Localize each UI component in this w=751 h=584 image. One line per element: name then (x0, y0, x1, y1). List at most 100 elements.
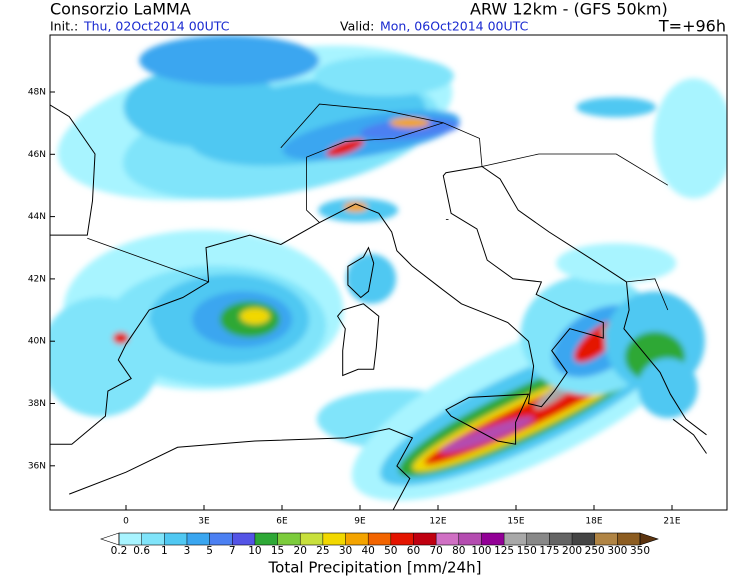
colorbar-bin (617, 533, 641, 545)
colorbar-label: 200 (562, 545, 582, 557)
lead-time: T=+96h (658, 17, 726, 36)
colorbar-bin (119, 533, 142, 545)
border (87, 237, 209, 283)
colorbar-label: 125 (494, 545, 514, 557)
colorbar-bin (549, 533, 573, 545)
colorbar-bin (526, 533, 550, 545)
colorbar-label: 350 (630, 545, 650, 557)
colorbar-bin (572, 533, 595, 545)
coastline (50, 104, 96, 236)
border (481, 153, 669, 186)
colorbar-label: 175 (539, 545, 559, 557)
colorbar-label: 7 (229, 545, 236, 557)
colorbar-label: 60 (407, 545, 420, 557)
colorbar-bin (413, 533, 437, 545)
lon-label: 18E (585, 517, 602, 527)
colorbar-label: 10 (248, 545, 261, 557)
border (306, 122, 483, 223)
map-area (50, 35, 727, 510)
lat-label: 42N (28, 274, 46, 284)
precip-area (240, 308, 270, 325)
colorbar-bin (277, 533, 301, 545)
title: Consorzio LaMMA (50, 0, 191, 19)
lat-label: 40N (28, 337, 46, 347)
colorbar-bin (232, 533, 256, 545)
precip-area (123, 67, 284, 148)
colorbar-label: 1 (161, 545, 168, 557)
colorbar-bin (345, 533, 369, 545)
colorbar-bin (254, 533, 278, 545)
colorbar-bin (209, 533, 233, 545)
precip-area (139, 35, 320, 86)
colorbar-bin (322, 533, 346, 545)
coastline (69, 428, 414, 510)
lat-label: 38N (28, 399, 46, 409)
colorbar-title: Total Precipitation [mm/24h] (268, 559, 482, 577)
colorbar-bin (164, 533, 188, 545)
lon-label: 21E (663, 517, 680, 527)
precip-area (389, 117, 430, 128)
border (280, 103, 444, 149)
colorbar-label: 70 (429, 545, 442, 557)
coastline (336, 303, 380, 377)
precip-area (326, 138, 365, 157)
colorbar-under (100, 532, 120, 546)
colorbar-label: 250 (585, 545, 605, 557)
colorbar-bin (300, 533, 324, 545)
colorbar-label: 100 (471, 545, 491, 557)
colorbar-bin (436, 533, 460, 545)
colorbar-over (639, 532, 659, 546)
valid-value: Mon, 06Oct2014 00UTC (380, 19, 529, 34)
lon-label: 15E (507, 517, 524, 527)
colorbar-label: 15 (271, 545, 284, 557)
precip-area (112, 332, 129, 345)
init-value: Thu, 02Oct2014 00UTC (83, 19, 230, 34)
colorbar-label: 50 (384, 545, 397, 557)
lat-label: 48N (28, 88, 46, 98)
precip-area (314, 56, 454, 96)
colorbar-bin (186, 533, 210, 545)
precip-area (440, 416, 535, 454)
colorbar-bin (504, 533, 528, 545)
precip-area (653, 78, 727, 199)
colorbar-label: 20 (294, 545, 307, 557)
colorbar-bin (594, 533, 618, 545)
border (626, 278, 669, 311)
colorbar-label: 25 (316, 545, 329, 557)
colorbar-label: 80 (452, 545, 465, 557)
colorbar-label: 5 (206, 545, 213, 557)
precip-area (50, 296, 161, 417)
colorbar-label: 300 (607, 545, 627, 557)
precip-area (343, 202, 368, 213)
colorbar-label: 3 (184, 545, 191, 557)
lat-label: 46N (28, 150, 46, 160)
coastline (445, 393, 530, 445)
colorbar-bin (368, 533, 392, 545)
lon-label: 6E (276, 517, 288, 527)
colorbar-label: 0.6 (133, 545, 150, 557)
lat-label: 44N (28, 212, 46, 222)
colorbar-label: 150 (517, 545, 537, 557)
colorbar-label: 40 (361, 545, 374, 557)
precip-area (556, 243, 677, 284)
init-label: Init.: (50, 19, 78, 34)
coastline (347, 246, 375, 299)
colorbar-label: 0.2 (111, 545, 128, 557)
lon-label: 0 (123, 517, 129, 527)
colorbar-bin (481, 533, 505, 545)
lon-label: 9E (354, 517, 366, 527)
valid-label: Valid: (340, 19, 374, 34)
colorbar-label: 30 (339, 545, 352, 557)
lon-label: 12E (429, 517, 446, 527)
map-frame (49, 34, 728, 511)
colorbar-bin (141, 533, 165, 545)
colorbar-bin (458, 533, 482, 545)
precip-area (576, 97, 657, 118)
colorbar-bin (390, 533, 414, 545)
precip-area (359, 118, 460, 140)
lat-label: 36N (28, 461, 46, 471)
model-label: ARW 12km - (GFS 50km) (470, 0, 668, 19)
lon-label: 3E (198, 517, 210, 527)
coastline (672, 418, 707, 454)
